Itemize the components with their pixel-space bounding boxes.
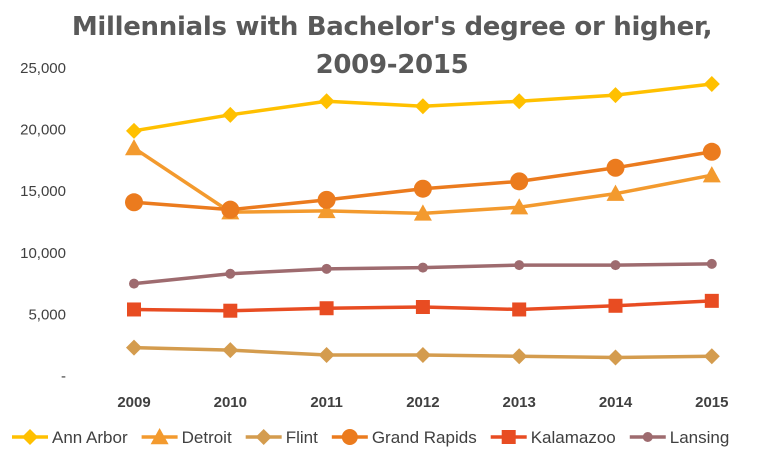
- data-point-detroit: [125, 139, 143, 156]
- data-point-lansing: [129, 278, 139, 289]
- y-tick-label: 15,000: [20, 183, 66, 200]
- data-point-lansing: [225, 268, 236, 279]
- data-point-ann-arbor: [222, 106, 239, 123]
- data-point-grand-rapids: [413, 179, 432, 198]
- data-point-ann-arbor: [703, 76, 720, 93]
- x-tick-label: 2013: [503, 394, 536, 411]
- y-tick-label: -: [61, 368, 66, 385]
- y-tick-label: 25,000: [20, 60, 66, 77]
- data-point-ann-arbor: [126, 122, 142, 139]
- data-point-detroit: [413, 204, 432, 221]
- data-point-kalamazoo: [319, 301, 334, 316]
- legend-label-kalamazoo: Kalamazoo: [531, 428, 616, 447]
- data-point-grand-rapids: [606, 158, 625, 177]
- legend-label-grand-rapids: Grand Rapids: [372, 428, 477, 447]
- legend-marker-kalamazoo: [501, 430, 516, 444]
- x-tick-label: 2012: [406, 394, 439, 411]
- data-point-detroit: [702, 166, 721, 183]
- legend-marker-grand-rapids: [341, 429, 358, 445]
- x-tick-label: 2010: [214, 394, 247, 411]
- legend-marker-detroit: [150, 428, 169, 445]
- legend-marker-flint: [255, 429, 272, 445]
- data-point-lansing: [321, 263, 332, 274]
- data-point-grand-rapids: [510, 172, 529, 191]
- data-point-kalamazoo: [704, 293, 719, 308]
- data-point-grand-rapids: [221, 200, 240, 219]
- x-tick-label: 2015: [695, 394, 728, 411]
- data-point-flint: [703, 348, 720, 365]
- data-point-detroit: [606, 184, 625, 201]
- data-point-flint: [607, 349, 624, 366]
- chart-title-line-1: Millennials with Bachelor's degree or hi…: [71, 12, 713, 42]
- data-point-ann-arbor: [511, 93, 528, 110]
- data-point-flint: [222, 342, 239, 359]
- y-tick-label: 10,000: [20, 245, 66, 262]
- data-point-kalamazoo: [127, 302, 141, 317]
- data-point-detroit: [510, 198, 529, 215]
- data-point-detroit: [317, 201, 336, 219]
- data-point-lansing: [417, 262, 428, 273]
- y-tick-label: 5,000: [28, 306, 66, 323]
- x-tick-label: 2011: [310, 394, 343, 411]
- data-point-flint: [511, 348, 528, 365]
- data-point-kalamazoo: [512, 302, 527, 317]
- x-tick-label: 2009: [117, 394, 150, 411]
- data-point-ann-arbor: [607, 87, 624, 104]
- legend-label-detroit: Detroit: [182, 428, 232, 447]
- data-point-ann-arbor: [318, 93, 335, 110]
- data-point-lansing: [610, 260, 621, 271]
- data-point-ann-arbor: [414, 98, 431, 115]
- data-point-flint: [126, 339, 142, 356]
- data-point-flint: [318, 347, 335, 364]
- y-tick-label: 20,000: [20, 122, 66, 139]
- chart-title-line-2: 2009-2015: [315, 50, 469, 80]
- legend-label-lansing: Lansing: [670, 428, 730, 447]
- legend-marker-ann-arbor: [22, 429, 38, 445]
- data-point-flint: [414, 347, 431, 364]
- data-point-lansing: [706, 258, 717, 269]
- data-point-kalamazoo: [223, 303, 238, 318]
- x-tick-label: 2014: [599, 394, 633, 411]
- data-point-grand-rapids: [125, 193, 143, 212]
- legend-label-ann-arbor: Ann Arbor: [52, 428, 128, 447]
- data-point-kalamazoo: [608, 298, 623, 313]
- legend-marker-lansing: [642, 432, 653, 442]
- data-point-grand-rapids: [317, 190, 336, 209]
- legend-label-flint: Flint: [286, 428, 318, 447]
- data-point-lansing: [514, 260, 525, 271]
- data-point-grand-rapids: [702, 142, 721, 161]
- data-point-kalamazoo: [415, 300, 430, 315]
